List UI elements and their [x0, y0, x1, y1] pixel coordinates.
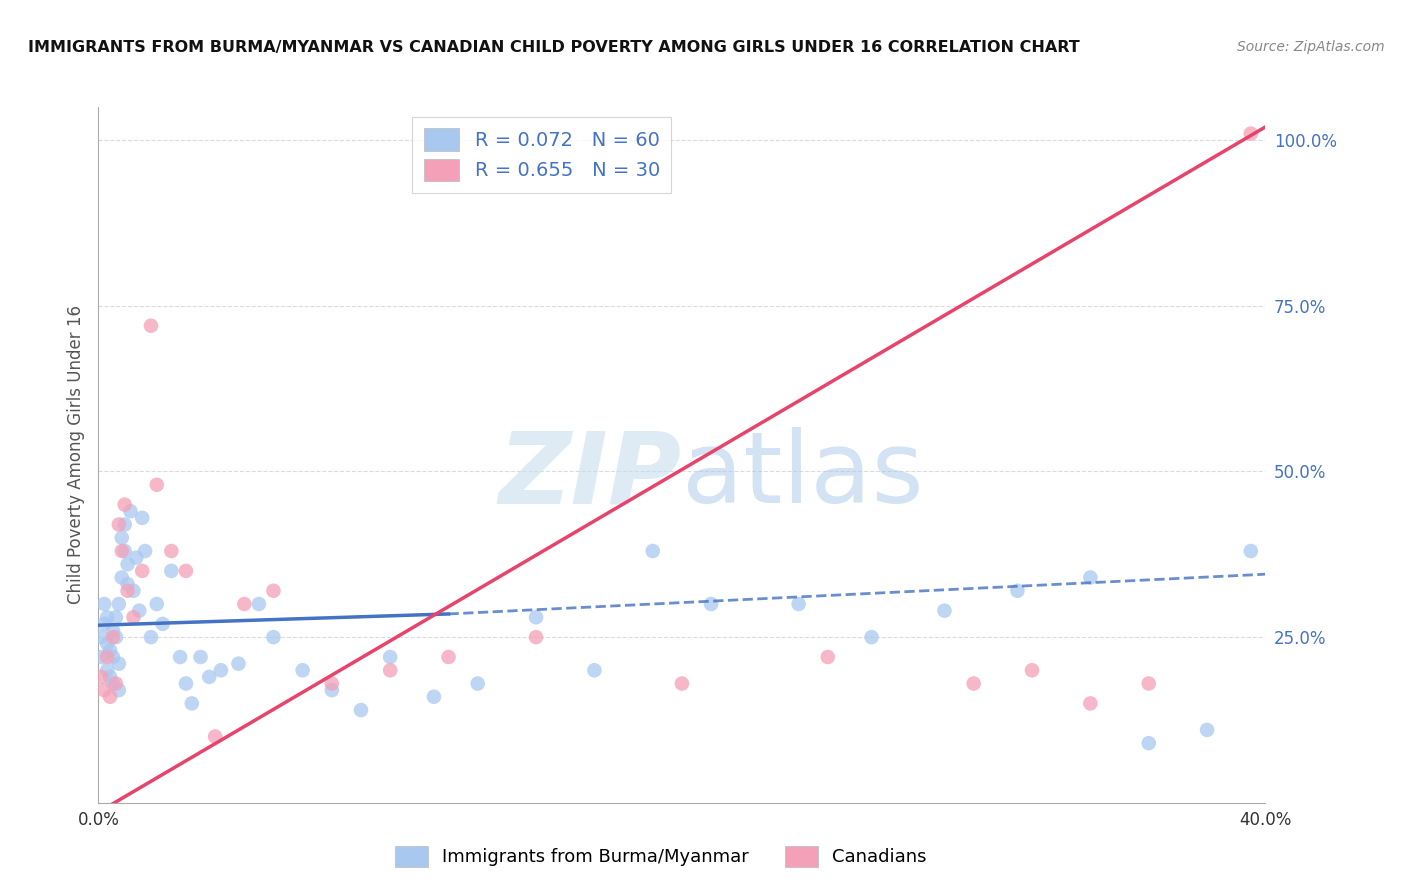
- Point: [114, 498, 136, 512]
- Point: [93, 597, 115, 611]
- Point: [1080, 570, 1102, 584]
- Point: [139, 318, 162, 333]
- Point: [262, 630, 284, 644]
- Point: [1080, 697, 1102, 711]
- Point: [233, 597, 256, 611]
- Point: [122, 583, 145, 598]
- Point: [111, 531, 134, 545]
- Point: [262, 583, 284, 598]
- Point: [111, 544, 134, 558]
- Point: [860, 630, 883, 644]
- Point: [934, 604, 956, 618]
- Point: [96, 663, 118, 677]
- Point: [1007, 583, 1029, 598]
- Point: [152, 616, 174, 631]
- Y-axis label: Child Poverty Among Girls Under 16: Child Poverty Among Girls Under 16: [66, 305, 84, 605]
- Point: [101, 676, 124, 690]
- Text: IMMIGRANTS FROM BURMA/MYANMAR VS CANADIAN CHILD POVERTY AMONG GIRLS UNDER 16 COR: IMMIGRANTS FROM BURMA/MYANMAR VS CANADIA…: [28, 40, 1080, 55]
- Point: [111, 570, 134, 584]
- Point: [1021, 663, 1043, 677]
- Legend: Immigrants from Burma/Myanmar, Canadians: Immigrants from Burma/Myanmar, Canadians: [388, 838, 934, 874]
- Point: [437, 650, 460, 665]
- Text: atlas: atlas: [682, 427, 924, 524]
- Point: [139, 630, 162, 644]
- Text: ZIP: ZIP: [499, 427, 682, 524]
- Point: [467, 676, 489, 690]
- Point: [350, 703, 373, 717]
- Point: [114, 544, 136, 558]
- Point: [180, 697, 202, 711]
- Point: [90, 630, 112, 644]
- Point: [671, 676, 693, 690]
- Point: [128, 604, 150, 618]
- Point: [700, 597, 723, 611]
- Point: [104, 610, 127, 624]
- Point: [108, 597, 131, 611]
- Point: [90, 650, 112, 665]
- Point: [817, 650, 839, 665]
- Point: [228, 657, 250, 671]
- Point: [380, 663, 402, 677]
- Point: [117, 558, 139, 572]
- Point: [198, 670, 221, 684]
- Point: [423, 690, 446, 704]
- Point: [174, 564, 197, 578]
- Point: [98, 670, 121, 684]
- Point: [98, 643, 121, 657]
- Point: [1240, 544, 1263, 558]
- Point: [93, 616, 115, 631]
- Point: [160, 564, 183, 578]
- Point: [104, 676, 127, 690]
- Point: [247, 597, 270, 611]
- Point: [380, 650, 402, 665]
- Point: [174, 676, 197, 690]
- Point: [146, 597, 169, 611]
- Point: [101, 650, 124, 665]
- Point: [90, 670, 112, 684]
- Point: [108, 683, 131, 698]
- Point: [291, 663, 314, 677]
- Point: [204, 730, 226, 744]
- Point: [101, 630, 124, 644]
- Point: [160, 544, 183, 558]
- Point: [134, 544, 156, 558]
- Point: [122, 610, 145, 624]
- Point: [1240, 127, 1263, 141]
- Point: [641, 544, 664, 558]
- Point: [93, 683, 115, 698]
- Point: [1137, 736, 1160, 750]
- Point: [321, 683, 343, 698]
- Point: [190, 650, 212, 665]
- Point: [125, 550, 148, 565]
- Point: [583, 663, 606, 677]
- Point: [108, 657, 131, 671]
- Point: [120, 504, 142, 518]
- Point: [101, 624, 124, 638]
- Point: [131, 564, 153, 578]
- Text: Source: ZipAtlas.com: Source: ZipAtlas.com: [1237, 40, 1385, 54]
- Point: [787, 597, 810, 611]
- Legend: R = 0.072   N = 60, R = 0.655   N = 30: R = 0.072 N = 60, R = 0.655 N = 30: [412, 117, 672, 193]
- Point: [114, 517, 136, 532]
- Point: [131, 511, 153, 525]
- Point: [96, 650, 118, 665]
- Point: [1195, 723, 1218, 737]
- Point: [169, 650, 191, 665]
- Point: [104, 630, 127, 644]
- Point: [96, 637, 118, 651]
- Point: [108, 517, 131, 532]
- Point: [321, 676, 343, 690]
- Point: [98, 690, 121, 704]
- Point: [117, 583, 139, 598]
- Point: [524, 630, 547, 644]
- Point: [117, 577, 139, 591]
- Point: [209, 663, 232, 677]
- Point: [96, 610, 118, 624]
- Point: [524, 610, 547, 624]
- Point: [1137, 676, 1160, 690]
- Point: [962, 676, 984, 690]
- Point: [146, 477, 169, 491]
